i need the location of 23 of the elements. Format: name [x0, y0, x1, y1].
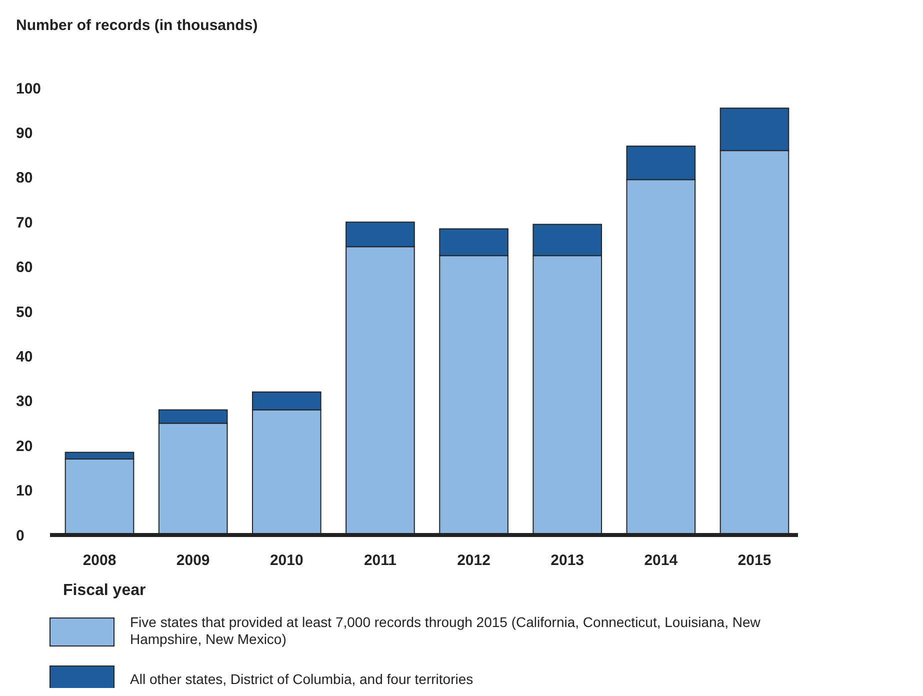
- y-tick-label: 80: [16, 170, 33, 187]
- y-tick-label: 40: [16, 348, 33, 366]
- legend-label: Five states that provided at least 7,000 records through 2015 (California, Connecticut, Louisiana, New Hampshire, New Mexico): [130, 614, 762, 647]
- x-tick-label: 2011: [364, 552, 396, 569]
- x-tick-label: 2012: [457, 552, 490, 569]
- y-axis-title: Number of records (in thousands): [16, 17, 258, 34]
- y-tick-label: 50: [16, 304, 33, 321]
- x-tick-label: 2015: [738, 552, 772, 569]
- y-tick-label: 0: [16, 527, 24, 544]
- x-tick-label: 2014: [644, 552, 678, 569]
- x-tick-label: 2009: [176, 552, 210, 569]
- y-tick-label: 70: [16, 214, 33, 232]
- x-tick-label: 2013: [550, 552, 584, 569]
- y-tick-label: 90: [16, 124, 33, 142]
- y-tick-label: 30: [16, 393, 33, 410]
- y-tick-label: 60: [16, 259, 33, 276]
- x-tick-label: 2010: [270, 552, 304, 569]
- legend-label: All other states, District of Columbia, and four territories: [130, 671, 474, 687]
- y-tick-label: 100: [16, 80, 42, 98]
- x-axis-title: Fiscal year: [63, 582, 146, 599]
- y-tick-label: 20: [16, 438, 33, 455]
- y-tick-label: 10: [16, 482, 33, 500]
- x-tick-label: 2008: [82, 552, 116, 569]
